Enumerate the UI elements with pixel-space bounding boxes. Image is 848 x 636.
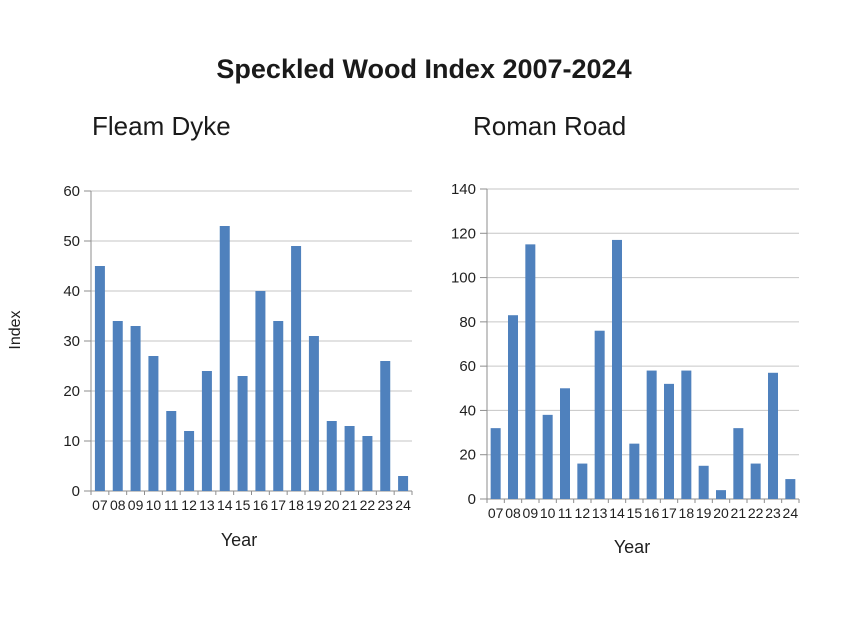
x-tick-label: 14 xyxy=(217,497,233,513)
x-tick-label: 13 xyxy=(199,497,215,513)
x-tick-label: 11 xyxy=(164,497,179,513)
x-tick-label: 13 xyxy=(592,505,608,521)
bar-roman-road-11 xyxy=(560,388,570,499)
x-tick-label: 22 xyxy=(748,505,764,521)
x-tick-label: 14 xyxy=(609,505,625,521)
x-tick-label: 19 xyxy=(696,505,712,521)
bar-fleam-dyke-20 xyxy=(326,421,337,491)
bar-fleam-dyke-23 xyxy=(380,361,391,491)
y-tick-label: 0 xyxy=(72,483,80,500)
x-tick-label: 17 xyxy=(661,505,677,521)
x-tick-label: 23 xyxy=(765,505,781,521)
bar-roman-road-09 xyxy=(525,244,536,499)
bar-roman-road-20 xyxy=(716,490,726,499)
x-tick-label: 10 xyxy=(540,505,556,521)
y-tick-label: 100 xyxy=(451,270,476,287)
x-tick-label: 19 xyxy=(306,497,322,513)
bar-fleam-dyke-09 xyxy=(130,326,141,491)
x-tick-label: 15 xyxy=(627,505,643,521)
x-tick-label: 21 xyxy=(342,497,358,513)
x-tick-label: 12 xyxy=(181,497,197,513)
bar-fleam-dyke-18 xyxy=(291,246,302,491)
bar-fleam-dyke-16 xyxy=(255,291,266,491)
bar-fleam-dyke-22 xyxy=(362,436,373,491)
bar-roman-road-08 xyxy=(508,315,518,499)
roman-road-chart: 0 20 40 60 80 100 120 140 07 08 09 10 11 12 13 14 15 16 17… xyxy=(451,181,800,521)
bar-roman-road-14 xyxy=(612,239,622,499)
y-tick-label: 50 xyxy=(63,233,80,250)
bar-roman-road-18 xyxy=(681,370,692,499)
bar-fleam-dyke-08 xyxy=(112,321,123,491)
bar-roman-road-22 xyxy=(750,463,761,499)
y-tick-label: 60 xyxy=(459,358,476,375)
bar-fleam-dyke-11 xyxy=(166,411,177,491)
bar-fleam-dyke-14 xyxy=(219,226,230,491)
bar-roman-road-17 xyxy=(664,383,674,499)
bar-fleam-dyke-19 xyxy=(308,336,319,491)
x-tick-label: 07 xyxy=(488,505,504,521)
x-axis-label-year-left: Year xyxy=(220,530,258,550)
x-tick-label: 18 xyxy=(679,505,695,521)
y-tick-label: 20 xyxy=(459,447,476,464)
y-tick-label: 80 xyxy=(459,314,476,331)
x-tick-label: 07 xyxy=(92,497,108,513)
bar-fleam-dyke-10 xyxy=(148,356,159,491)
y-tick-label: 30 xyxy=(63,333,80,350)
bar-roman-road-16 xyxy=(646,370,657,499)
y-tick-label: 10 xyxy=(63,433,80,450)
bar-roman-road-15 xyxy=(629,443,640,499)
bar-roman-road-23 xyxy=(768,372,778,499)
y-tick-label: 120 xyxy=(451,225,476,242)
x-tick-label: 20 xyxy=(324,497,340,513)
x-tick-label: 16 xyxy=(644,505,660,521)
x-tick-label: 11 xyxy=(558,505,573,521)
x-tick-label: 20 xyxy=(713,505,729,521)
bar-roman-road-19 xyxy=(698,465,709,499)
x-tick-label: 21 xyxy=(731,505,747,521)
x-tick-label: 12 xyxy=(575,505,591,521)
x-tick-label: 10 xyxy=(146,497,162,513)
x-tick-label: 16 xyxy=(253,497,269,513)
bar-fleam-dyke-21 xyxy=(344,426,355,491)
x-tick-label: 18 xyxy=(288,497,304,513)
bar-roman-road-07 xyxy=(490,428,501,499)
bar-fleam-dyke-24 xyxy=(398,476,409,491)
x-tick-label: 22 xyxy=(360,497,376,513)
x-tick-label: 23 xyxy=(377,497,393,513)
bar-roman-road-10 xyxy=(542,414,553,499)
y-tick-label: 40 xyxy=(459,402,476,419)
x-tick-label: 08 xyxy=(110,497,126,513)
x-tick-label: 15 xyxy=(235,497,251,513)
bar-roman-road-21 xyxy=(733,428,744,499)
x-tick-label: 08 xyxy=(505,505,521,521)
x-tick-label: 17 xyxy=(270,497,286,513)
x-tick-label: 09 xyxy=(523,505,539,521)
y-tick-label: 40 xyxy=(63,283,80,300)
fleam-dyke-chart-title: Fleam Dyke xyxy=(92,111,231,141)
x-tick-label: 09 xyxy=(128,497,144,513)
bar-fleam-dyke-12 xyxy=(184,431,195,491)
bar-fleam-dyke-07 xyxy=(94,266,105,491)
bar-roman-road-24 xyxy=(785,479,796,499)
bar-fleam-dyke-17 xyxy=(273,321,284,491)
x-axis-label-year-right: Year xyxy=(613,537,651,557)
x-tick-label: 24 xyxy=(395,497,411,513)
bar-roman-road-13 xyxy=(594,330,605,499)
y-tick-label: 60 xyxy=(63,183,80,200)
bar-roman-road-12 xyxy=(577,463,588,499)
bar-fleam-dyke-15 xyxy=(237,376,248,491)
y-tick-label: 20 xyxy=(63,383,80,400)
roman-road-chart-title: Roman Road xyxy=(473,111,627,141)
y-tick-label: 140 xyxy=(451,181,476,198)
y-tick-label: 0 xyxy=(468,491,476,508)
bar-fleam-dyke-13 xyxy=(201,371,212,491)
x-tick-label: 24 xyxy=(783,505,799,521)
page-title: Speckled Wood Index 2007-2024 xyxy=(216,54,632,84)
